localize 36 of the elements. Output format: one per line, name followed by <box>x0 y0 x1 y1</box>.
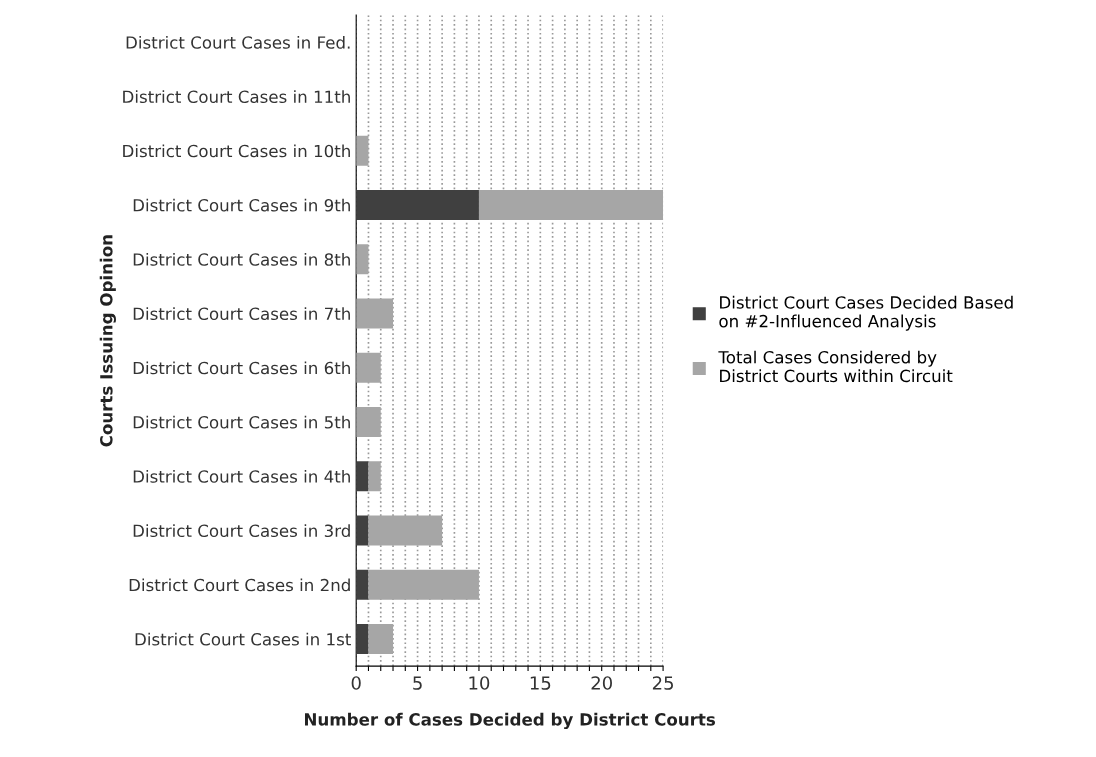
bar <box>368 624 394 654</box>
bar <box>356 569 369 600</box>
x-tick-label: 0 <box>351 676 361 690</box>
bar <box>356 624 369 654</box>
bar <box>356 298 394 329</box>
y-tick-label: District Court Cases in 3rd <box>133 524 350 538</box>
y-tick-label: District Court Cases in 1st <box>135 632 351 646</box>
legend-label: Total Cases Considered by District Courts within Circuit <box>718 350 953 383</box>
y-tick-label: District Court Cases in Fed. <box>126 35 350 49</box>
bar <box>356 190 479 220</box>
x-tick-label: 10 <box>469 676 490 690</box>
y-axis-title: Courts Issuing Opinion <box>99 235 116 447</box>
bar <box>356 244 369 275</box>
bar <box>356 407 381 437</box>
y-tick-label: District Court Cases in 7th <box>133 307 350 321</box>
y-tick-label: District Court Cases in 10th <box>123 144 350 158</box>
bar <box>356 461 369 492</box>
y-tick-label: District Court Cases in 8th <box>133 252 350 266</box>
x-tick-label: 20 <box>591 676 612 690</box>
x-axis-title: Number of Cases Decided by District Courts <box>305 712 716 730</box>
x-tick-label: 5 <box>413 676 422 690</box>
y-tick-label: District Court Cases in 9th <box>133 198 350 212</box>
bar <box>368 569 479 600</box>
y-tick-label: District Court Cases in 4th <box>133 469 350 483</box>
legend-label: District Court Cases Decided Based on #2-Influenced Analysis <box>719 295 1013 331</box>
y-tick-label: District Court Cases in 5th <box>133 415 350 429</box>
x-tick-label: 25 <box>652 676 673 690</box>
y-tick-label: District Court Cases in 6th <box>133 361 350 375</box>
bar <box>356 352 381 383</box>
bar <box>356 135 369 166</box>
bar <box>478 190 664 220</box>
y-tick-label: District Court Cases in 11th <box>123 90 350 104</box>
x-tick-label: 15 <box>530 676 551 690</box>
bar <box>368 461 381 492</box>
bar <box>368 515 443 546</box>
y-tick-label: District Court Cases in 2nd <box>129 578 350 592</box>
